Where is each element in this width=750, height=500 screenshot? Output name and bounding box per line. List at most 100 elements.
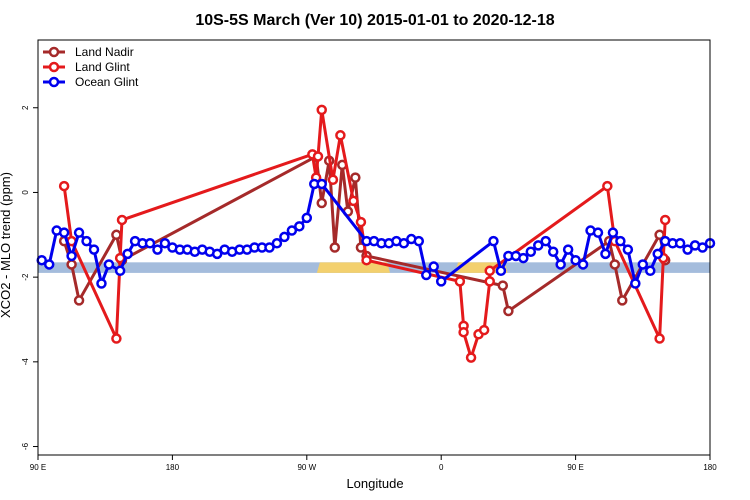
data-point-ocean-glint-16	[159, 238, 171, 249]
legend-entry-land-glint: Land Glint	[43, 60, 130, 74]
data-point-ocean-glint-74	[674, 238, 686, 249]
data-point-ocean-glint-5	[73, 227, 85, 238]
data-point-ocean-glint-45	[413, 235, 425, 247]
data-point-land-glint-17	[465, 352, 477, 363]
data-point-land-nadir-6	[316, 197, 327, 209]
land-band-segment-0	[316, 262, 391, 273]
y-axis: 2 0 -2 -4 -6	[21, 105, 38, 450]
y-tick-label-0: 2	[21, 105, 30, 110]
legend-entry-ocean-glint: Ocean Glint	[43, 75, 139, 89]
data-point-ocean-glint-7	[88, 244, 100, 255]
legend-label-land-nadir: Land Nadir	[75, 45, 134, 59]
data-point-ocean-glint-35	[301, 212, 313, 224]
data-point-ocean-glint-9	[103, 259, 115, 270]
data-point-land-glint-9	[327, 174, 339, 185]
legend-label-land-glint: Land Glint	[75, 60, 130, 74]
chart-title: 10S-5S March (Ver 10) 2015-01-01 to 2020…	[195, 12, 554, 29]
data-point-land-nadir-1	[66, 259, 77, 270]
series-layer	[36, 104, 716, 363]
data-point-land-glint-10	[335, 130, 346, 141]
data-point-ocean-glint-48	[435, 276, 447, 287]
data-point-ocean-glint-69	[637, 259, 649, 270]
data-point-land-glint-21	[484, 265, 495, 277]
data-point-land-glint-16	[458, 326, 469, 338]
data-point-land-nadir-11	[350, 172, 361, 183]
x-tick-label-4: 90 E	[567, 463, 583, 472]
data-point-ocean-glint-75	[682, 244, 693, 255]
data-point-land-glint-12	[355, 216, 367, 228]
data-point-ocean-glint-55	[533, 240, 544, 251]
data-point-land-glint-14	[454, 276, 466, 287]
data-point-land-nadir-8	[329, 242, 341, 253]
data-point-ocean-glint-70	[645, 265, 656, 277]
data-point-ocean-glint-57	[547, 246, 559, 257]
legend-marker-ocean-glint	[48, 76, 60, 88]
data-point-ocean-glint-67	[622, 244, 634, 255]
data-point-ocean-glint-33	[286, 225, 298, 236]
data-point-ocean-glint-61	[577, 259, 589, 270]
data-point-land-glint-22	[602, 180, 613, 192]
data-point-ocean-glint-58	[555, 259, 566, 270]
data-point-ocean-glint-43	[398, 238, 410, 249]
x-axis: 90 E 180 90 W 0 90 E 180	[30, 455, 717, 472]
legend-label-ocean-glint: Ocean Glint	[75, 75, 139, 89]
data-point-land-glint-4	[116, 214, 128, 226]
data-point-land-glint-8	[316, 104, 327, 116]
data-point-ocean-glint-46	[421, 269, 432, 281]
y-tick-label-3: -4	[21, 358, 30, 366]
legend-entry-land-nadir: Land Nadir	[43, 45, 134, 59]
data-point-land-nadir-17	[609, 259, 621, 270]
data-point-land-nadir-18	[617, 295, 628, 306]
data-point-ocean-glint-34	[294, 221, 305, 232]
data-point-ocean-glint-23	[211, 248, 223, 260]
data-point-ocean-glint-31	[271, 238, 283, 249]
data-point-ocean-glint-68	[630, 278, 641, 289]
data-point-land-glint-7	[312, 151, 324, 162]
data-point-land-glint-19	[478, 324, 490, 336]
data-point-land-glint-26	[659, 214, 671, 226]
data-point-ocean-glint-60	[570, 254, 581, 266]
data-point-ocean-glint-6	[81, 235, 92, 247]
data-point-ocean-glint-64	[600, 248, 611, 260]
x-tick-label-5: 180	[703, 463, 717, 472]
data-point-ocean-glint-49	[488, 235, 499, 247]
x-tick-label-3: 0	[439, 463, 444, 472]
data-point-ocean-glint-77	[697, 242, 708, 253]
data-point-ocean-glint-63	[592, 227, 604, 238]
y-tick-label-4: -6	[21, 442, 30, 450]
x-axis-label: Longitude	[346, 476, 403, 491]
legend-marker-land-nadir	[48, 46, 60, 58]
data-point-ocean-glint-4	[66, 250, 77, 262]
y-axis-label: XCO2 - MLO trend (ppm)	[0, 172, 13, 318]
data-point-land-glint-2	[111, 333, 122, 344]
data-point-ocean-glint-3	[58, 227, 70, 238]
data-point-ocean-glint-50	[495, 265, 507, 277]
x-tick-label-0: 90 E	[30, 463, 46, 472]
x-tick-label-2: 90 W	[297, 463, 316, 472]
land-ocean-band	[38, 262, 710, 273]
data-point-ocean-glint-8	[96, 278, 107, 289]
data-point-ocean-glint-32	[279, 231, 290, 243]
x-tick-label-1: 180	[166, 463, 180, 472]
data-point-land-glint-13	[361, 254, 372, 266]
series-ocean-glint	[36, 178, 716, 289]
data-point-ocean-glint-59	[562, 244, 574, 255]
data-point-land-nadir-15	[503, 305, 514, 317]
data-point-land-glint-0	[58, 180, 70, 192]
data-point-ocean-glint-1	[43, 259, 55, 270]
data-point-ocean-glint-15	[152, 244, 163, 255]
data-point-land-glint-24	[654, 333, 665, 344]
data-point-ocean-glint-56	[540, 235, 551, 247]
legend-marker-land-glint	[48, 61, 60, 73]
y-tick-label-2: -2	[21, 273, 30, 281]
data-point-ocean-glint-47	[428, 261, 439, 272]
data-point-ocean-glint-53	[518, 252, 529, 264]
data-point-land-glint-20	[484, 276, 495, 287]
data-point-land-nadir-14	[497, 280, 509, 291]
data-point-land-glint-11	[348, 195, 359, 207]
data-point-ocean-glint-10	[114, 265, 126, 277]
y-tick-label-1: 0	[21, 190, 30, 195]
data-point-ocean-glint-30	[264, 242, 275, 253]
data-point-land-nadir-3	[111, 229, 122, 241]
